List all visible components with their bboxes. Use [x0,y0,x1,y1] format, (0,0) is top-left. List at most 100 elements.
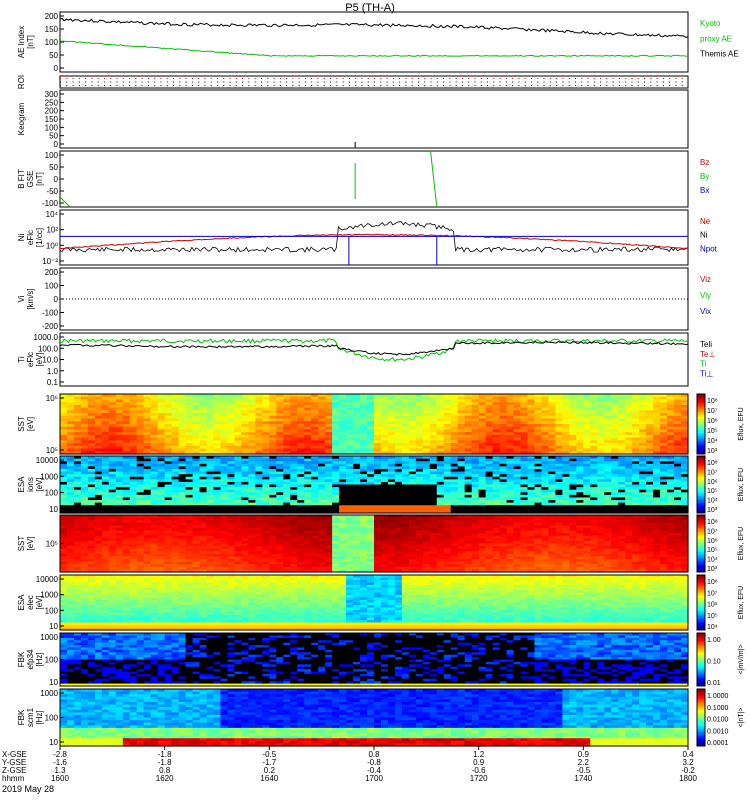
spectrogram-cell [178,415,187,420]
spectrogram-cell [646,434,654,439]
spectrogram-cell [304,456,312,460]
spectrogram-cell [115,487,124,491]
spectrogram-cell [443,494,452,499]
spectrogram-cell [457,510,466,514]
spectrogram-cell [681,410,689,414]
spectrogram-cell [101,489,110,493]
spectrogram-cell [681,432,689,436]
spectrogram-cell [632,432,640,436]
spectrogram-cell [485,468,494,473]
spectrogram-cell [136,418,145,422]
spectrogram-cell [576,505,584,509]
spectrogram-cell [548,402,557,406]
spectrogram-cell [597,451,605,455]
spectrogram-cell [374,399,382,403]
spectrogram-cell [325,443,333,447]
spectrogram-cell [241,415,249,420]
spectrogram-cell [569,492,577,496]
spectrogram-cell [541,407,550,411]
spectrogram-cell [639,481,647,486]
spectrogram-cell [457,426,466,431]
spectrogram-cell [541,510,550,514]
spectrogram-cell [401,481,410,486]
spectrogram-cell [206,434,215,439]
spectrogram-cell [485,448,494,452]
spectrogram-cell [262,479,270,483]
spectrogram-cell [304,479,312,483]
spectrogram-cell [248,494,256,499]
spectrogram-cell [562,451,570,455]
spectrogram-cell [66,505,75,509]
spectrogram-cell [164,415,173,420]
legend-entry: Vix [700,307,711,316]
spectrogram-cell [506,426,515,431]
spectrogram-cell [492,484,501,488]
spectrogram-cell [646,407,654,411]
spectrogram-cell [387,426,396,431]
spectrogram-cell [283,399,291,403]
spectrogram-cell [618,440,626,444]
spectrogram-cell [290,456,298,460]
spectrogram-cell [213,500,222,504]
spectrogram-cell [464,461,473,465]
spectrogram-cell [94,443,103,447]
plot-title: P5 (TH-A) [345,2,395,14]
spectrogram-cell [199,500,208,504]
spectrogram-cell [492,471,501,475]
spectrogram-cell [394,407,403,411]
spectrogram-cell [667,426,675,431]
spectrogram-cell [485,424,494,428]
spectrogram-cell [450,484,459,488]
spectrogram-cell [115,489,124,493]
spectrogram-cell [660,489,668,493]
spectrogram-cell [450,466,459,470]
spectrogram-cell [192,451,201,455]
spectrogram-cell [464,468,473,473]
spectrogram-cell [185,394,194,398]
spectrogram-cell [150,434,159,439]
spectrogram-cell [471,471,480,475]
spectrogram-cell [443,468,452,473]
spectrogram-cell [80,440,89,444]
spectrogram-cell [276,448,284,452]
spectrogram-cell [192,468,201,473]
spectrogram-cell [632,415,640,420]
spectrogram-cell [143,505,152,509]
spectrogram-cell [255,404,263,409]
spectrogram-cell [206,402,215,406]
spectrogram-cell [346,502,354,506]
spectrogram-cell [422,445,431,450]
spectrogram-cell [192,426,201,431]
spectrogram-cell [206,432,215,436]
spectrogram-cell [60,443,68,447]
spectrogram-cell [80,437,89,441]
spectrogram-cell [304,461,312,465]
spectrogram-cell [367,476,375,480]
spectrogram-cell [94,429,103,433]
spectrogram-cell [220,429,229,433]
spectrogram-cell [660,463,668,467]
spectrogram-cell [311,402,319,406]
spectrogram-cell [380,458,389,462]
spectrogram-cell [597,502,605,506]
spectrogram-cell [639,429,647,433]
spectrogram-cell [248,402,256,406]
spectrogram-cell [576,394,584,398]
spectrogram-cell [311,500,319,504]
spectrogram-cell [492,402,501,406]
spectrogram-cell [234,510,243,514]
spectrogram-cell [471,443,480,447]
spectrogram-cell [569,463,577,467]
spectrogram-cell [422,440,431,444]
spectrogram-cell [60,463,68,467]
spectrogram-cell [115,471,124,475]
spectrogram-cell [548,466,557,470]
spectrogram-cell [304,476,312,480]
spectrogram-cell [60,437,68,441]
spectrogram-cell [387,510,396,514]
spectrogram-cell [171,434,180,439]
spectrogram-cell [297,456,305,460]
spectrogram-cell [387,476,396,480]
spectrogram-cell [297,461,305,465]
spectrogram-cell [667,489,675,493]
